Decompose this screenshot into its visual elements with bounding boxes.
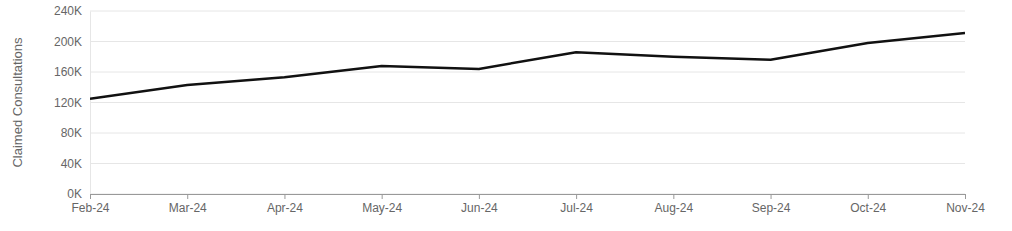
x-tick-label: May-24 [362,201,402,215]
y-axis-line [90,12,91,195]
x-axis-line [91,195,966,200]
x-tick-mark [187,194,188,199]
x-tick-mark [965,194,966,199]
y-tick-label: 0K [67,187,82,201]
x-tick: Jun-24 [461,194,498,215]
x-tick-label: Sep-24 [752,201,791,215]
x-tick: Apr-24 [267,194,303,215]
y-tick-label: 160K [54,65,82,79]
y-tick: 40K [61,157,90,171]
series [90,33,965,99]
x-tick: Feb-24 [71,194,109,215]
y-tick: 160K [54,65,90,79]
x-tick-mark [479,194,480,199]
x-tick: Jul-24 [560,194,593,215]
x-tick-label: Feb-24 [71,201,109,215]
y-tick-label: 200K [54,35,82,49]
grid-line [90,163,965,164]
line [90,33,965,99]
x-tick-mark [284,194,285,199]
y-tick: 0K [67,187,90,201]
x-tick-label: Mar-24 [169,201,207,215]
x-tick-mark [576,194,577,199]
x-tick-label: Apr-24 [267,201,303,215]
y-tick-label: 40K [61,157,82,171]
grid-line [90,133,965,134]
x-axis: Feb-24 Mar-24 Apr-24 May-24 Jun-24 Jul-24 Aug-… [71,194,985,215]
y-tick: 240K [54,4,90,18]
grid-line [90,72,965,73]
x-tick: May-24 [362,194,402,215]
y-axis-title: Claimed Consultations [10,37,25,168]
x-tick-mark [673,194,674,199]
x-tick: Mar-24 [169,194,207,215]
y-tick: 80K [61,126,90,140]
x-tick-mark [868,194,869,199]
x-tick: Oct-24 [850,194,886,215]
x-tick: Sep-24 [752,194,791,215]
x-tick-label: Nov-24 [946,201,985,215]
x-tick: Nov-24 [946,194,985,215]
plot-area: 0K 40K 80K 120K 160K 200K 240K Feb-24 Mar-24 Apr-… [54,4,985,214]
y-axis: 0K 40K 80K 120K 160K 200K 240K [54,4,91,201]
x-tick-label: Jun-24 [461,201,498,215]
grid-line [90,102,965,103]
y-tick-label: 120K [54,96,82,110]
x-tick-mark [382,194,383,199]
x-tick-label: Aug-24 [654,201,693,215]
chart: 0K 40K 80K 120K 160K 200K 240K Feb-24 Mar-24 Apr-… [0,0,1012,231]
x-tick-mark [771,194,772,199]
x-tick-label: Jul-24 [560,201,593,215]
x-tick-mark [90,194,91,199]
grid-line [90,11,965,12]
y-tick: 120K [54,96,90,110]
x-tick: Aug-24 [654,194,693,215]
y-tick-label: 240K [54,4,82,18]
y-tick-label: 80K [61,126,82,140]
x-tick-label: Oct-24 [850,201,886,215]
grid [90,11,965,194]
grid-line [90,41,965,42]
y-tick: 200K [54,35,90,49]
